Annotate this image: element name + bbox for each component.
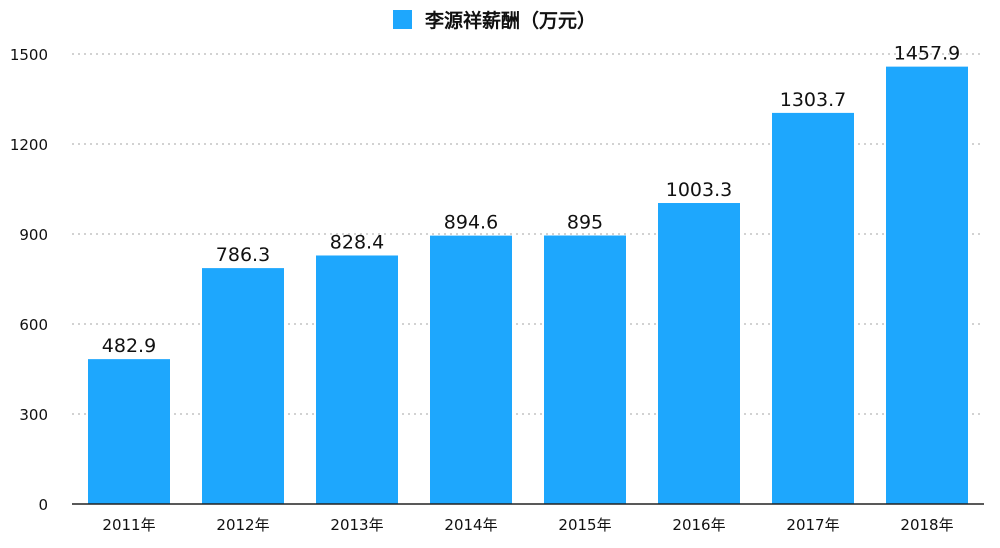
x-tick-label: 2017年 — [786, 516, 839, 534]
bar — [430, 235, 512, 504]
x-tick-label: 2016年 — [672, 516, 725, 534]
data-label: 894.6 — [444, 212, 498, 234]
data-label: 828.4 — [330, 231, 384, 253]
x-tick-label: 2011年 — [102, 516, 155, 534]
data-label: 1003.3 — [666, 179, 732, 201]
legend-swatch — [393, 10, 412, 29]
bar — [772, 112, 854, 504]
data-labels: 482.9 786.3 828.4 894.6 895 1003.3 1303.7 1457.… — [102, 43, 960, 358]
bar — [544, 235, 626, 504]
data-label: 482.9 — [102, 335, 156, 357]
x-tick-label: 2012年 — [216, 516, 269, 534]
y-tick-label: 1500 — [10, 46, 48, 64]
x-axis-ticks: 2011年 2012年 2013年 2014年 2015年 2016年 2017年 2018年 — [102, 516, 953, 534]
bars — [88, 66, 968, 504]
bar — [88, 359, 170, 504]
x-tick-label: 2018年 — [900, 516, 953, 534]
y-tick-label: 900 — [19, 226, 48, 244]
x-tick-label: 2014年 — [444, 516, 497, 534]
y-axis-ticks: 0 300 600 900 1200 1500 — [10, 46, 48, 514]
data-label: 895 — [567, 212, 603, 234]
data-label: 786.3 — [216, 244, 270, 266]
legend-label: 李源祥薪酬（万元） — [424, 9, 596, 32]
bar — [202, 268, 284, 504]
bar — [886, 66, 968, 504]
x-tick-label: 2015年 — [558, 516, 611, 534]
data-label: 1457.9 — [894, 43, 960, 65]
data-label: 1303.7 — [780, 89, 846, 111]
y-tick-label: 600 — [19, 316, 48, 334]
legend: 李源祥薪酬（万元） — [393, 9, 596, 32]
y-tick-label: 300 — [19, 406, 48, 424]
x-tick-label: 2013年 — [330, 516, 383, 534]
bar — [316, 255, 398, 504]
y-tick-label: 1200 — [10, 136, 48, 154]
y-tick-label: 0 — [38, 496, 48, 514]
bar — [658, 203, 740, 504]
